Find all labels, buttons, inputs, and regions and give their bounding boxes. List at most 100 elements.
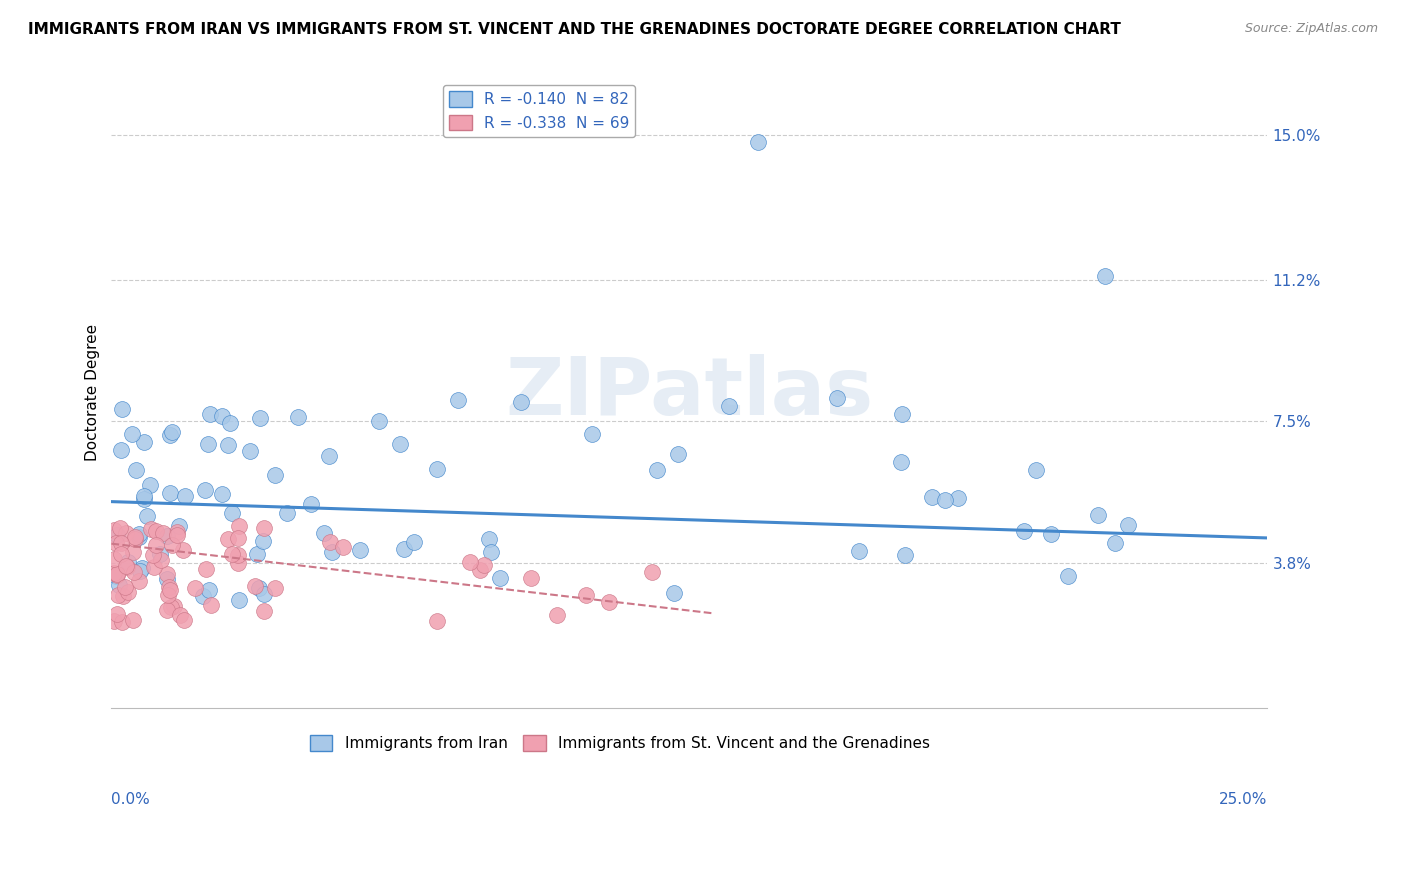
- Point: [145, 524, 167, 538]
- Point: [169, 607, 191, 622]
- Point: [107, 588, 129, 602]
- Point: [159, 486, 181, 500]
- Point: [172, 543, 194, 558]
- Point: [134, 492, 156, 507]
- Point: [156, 566, 179, 581]
- Point: [249, 410, 271, 425]
- Point: [598, 595, 620, 609]
- Point: [934, 493, 956, 508]
- Point: [217, 533, 239, 547]
- Point: [124, 532, 146, 546]
- Point: [132, 434, 155, 449]
- Point: [111, 615, 134, 630]
- Point: [1094, 269, 1116, 284]
- Point: [392, 541, 415, 556]
- Point: [1057, 569, 1080, 583]
- Point: [488, 571, 510, 585]
- Point: [221, 506, 243, 520]
- Point: [662, 586, 685, 600]
- Point: [156, 572, 179, 586]
- Point: [1012, 524, 1035, 539]
- Point: [575, 589, 598, 603]
- Point: [129, 564, 152, 578]
- Point: [287, 409, 309, 424]
- Point: [114, 580, 136, 594]
- Point: [890, 407, 912, 421]
- Point: [226, 556, 249, 570]
- Point: [145, 538, 167, 552]
- Point: [105, 569, 128, 583]
- Point: [163, 599, 186, 614]
- Point: [124, 530, 146, 544]
- Point: [253, 521, 276, 535]
- Point: [299, 497, 322, 511]
- Point: [105, 607, 128, 622]
- Point: [426, 462, 449, 476]
- Point: [253, 604, 276, 618]
- Point: [103, 566, 125, 580]
- Point: [105, 567, 128, 582]
- Point: [645, 463, 668, 477]
- Point: [226, 531, 249, 545]
- Point: [105, 528, 128, 542]
- Point: [479, 545, 502, 559]
- Point: [114, 526, 136, 541]
- Text: ZIPatlas: ZIPatlas: [505, 354, 873, 432]
- Point: [1025, 463, 1047, 477]
- Point: [946, 491, 969, 506]
- Point: [1104, 536, 1126, 550]
- Point: [184, 581, 207, 595]
- Point: [128, 530, 150, 544]
- Point: [253, 587, 276, 601]
- Point: [117, 556, 139, 570]
- Point: [103, 524, 125, 538]
- Point: [197, 583, 219, 598]
- Point: [160, 538, 183, 552]
- Point: [111, 402, 134, 417]
- Point: [263, 468, 285, 483]
- Point: [197, 437, 219, 451]
- Point: [194, 561, 217, 575]
- Point: [121, 545, 143, 559]
- Point: [520, 571, 543, 585]
- Text: 25.0%: 25.0%: [1219, 792, 1267, 807]
- Point: [509, 395, 531, 409]
- Point: [276, 506, 298, 520]
- Point: [111, 589, 134, 603]
- Point: [472, 558, 495, 573]
- Point: [321, 544, 343, 558]
- Point: [110, 536, 132, 550]
- Point: [666, 447, 689, 461]
- Point: [243, 579, 266, 593]
- Point: [134, 489, 156, 503]
- Point: [115, 559, 138, 574]
- Point: [166, 528, 188, 542]
- Point: [160, 425, 183, 440]
- Point: [264, 581, 287, 595]
- Point: [122, 613, 145, 627]
- Point: [228, 592, 250, 607]
- Point: [239, 443, 262, 458]
- Point: [156, 529, 179, 543]
- Point: [105, 568, 128, 582]
- Point: [152, 526, 174, 541]
- Point: [124, 566, 146, 580]
- Point: [478, 532, 501, 546]
- Text: IMMIGRANTS FROM IRAN VS IMMIGRANTS FROM ST. VINCENT AND THE GRENADINES DOCTORATE: IMMIGRANTS FROM IRAN VS IMMIGRANTS FROM …: [28, 22, 1121, 37]
- Point: [157, 588, 180, 602]
- Point: [160, 600, 183, 615]
- Point: [228, 518, 250, 533]
- Point: [468, 563, 491, 577]
- Point: [217, 438, 239, 452]
- Point: [211, 487, 233, 501]
- Point: [128, 574, 150, 589]
- Point: [581, 427, 603, 442]
- Point: [139, 478, 162, 492]
- Point: [825, 391, 848, 405]
- Point: [247, 581, 270, 595]
- Point: [131, 560, 153, 574]
- Point: [349, 542, 371, 557]
- Point: [425, 614, 447, 628]
- Point: [221, 547, 243, 561]
- Point: [117, 585, 139, 599]
